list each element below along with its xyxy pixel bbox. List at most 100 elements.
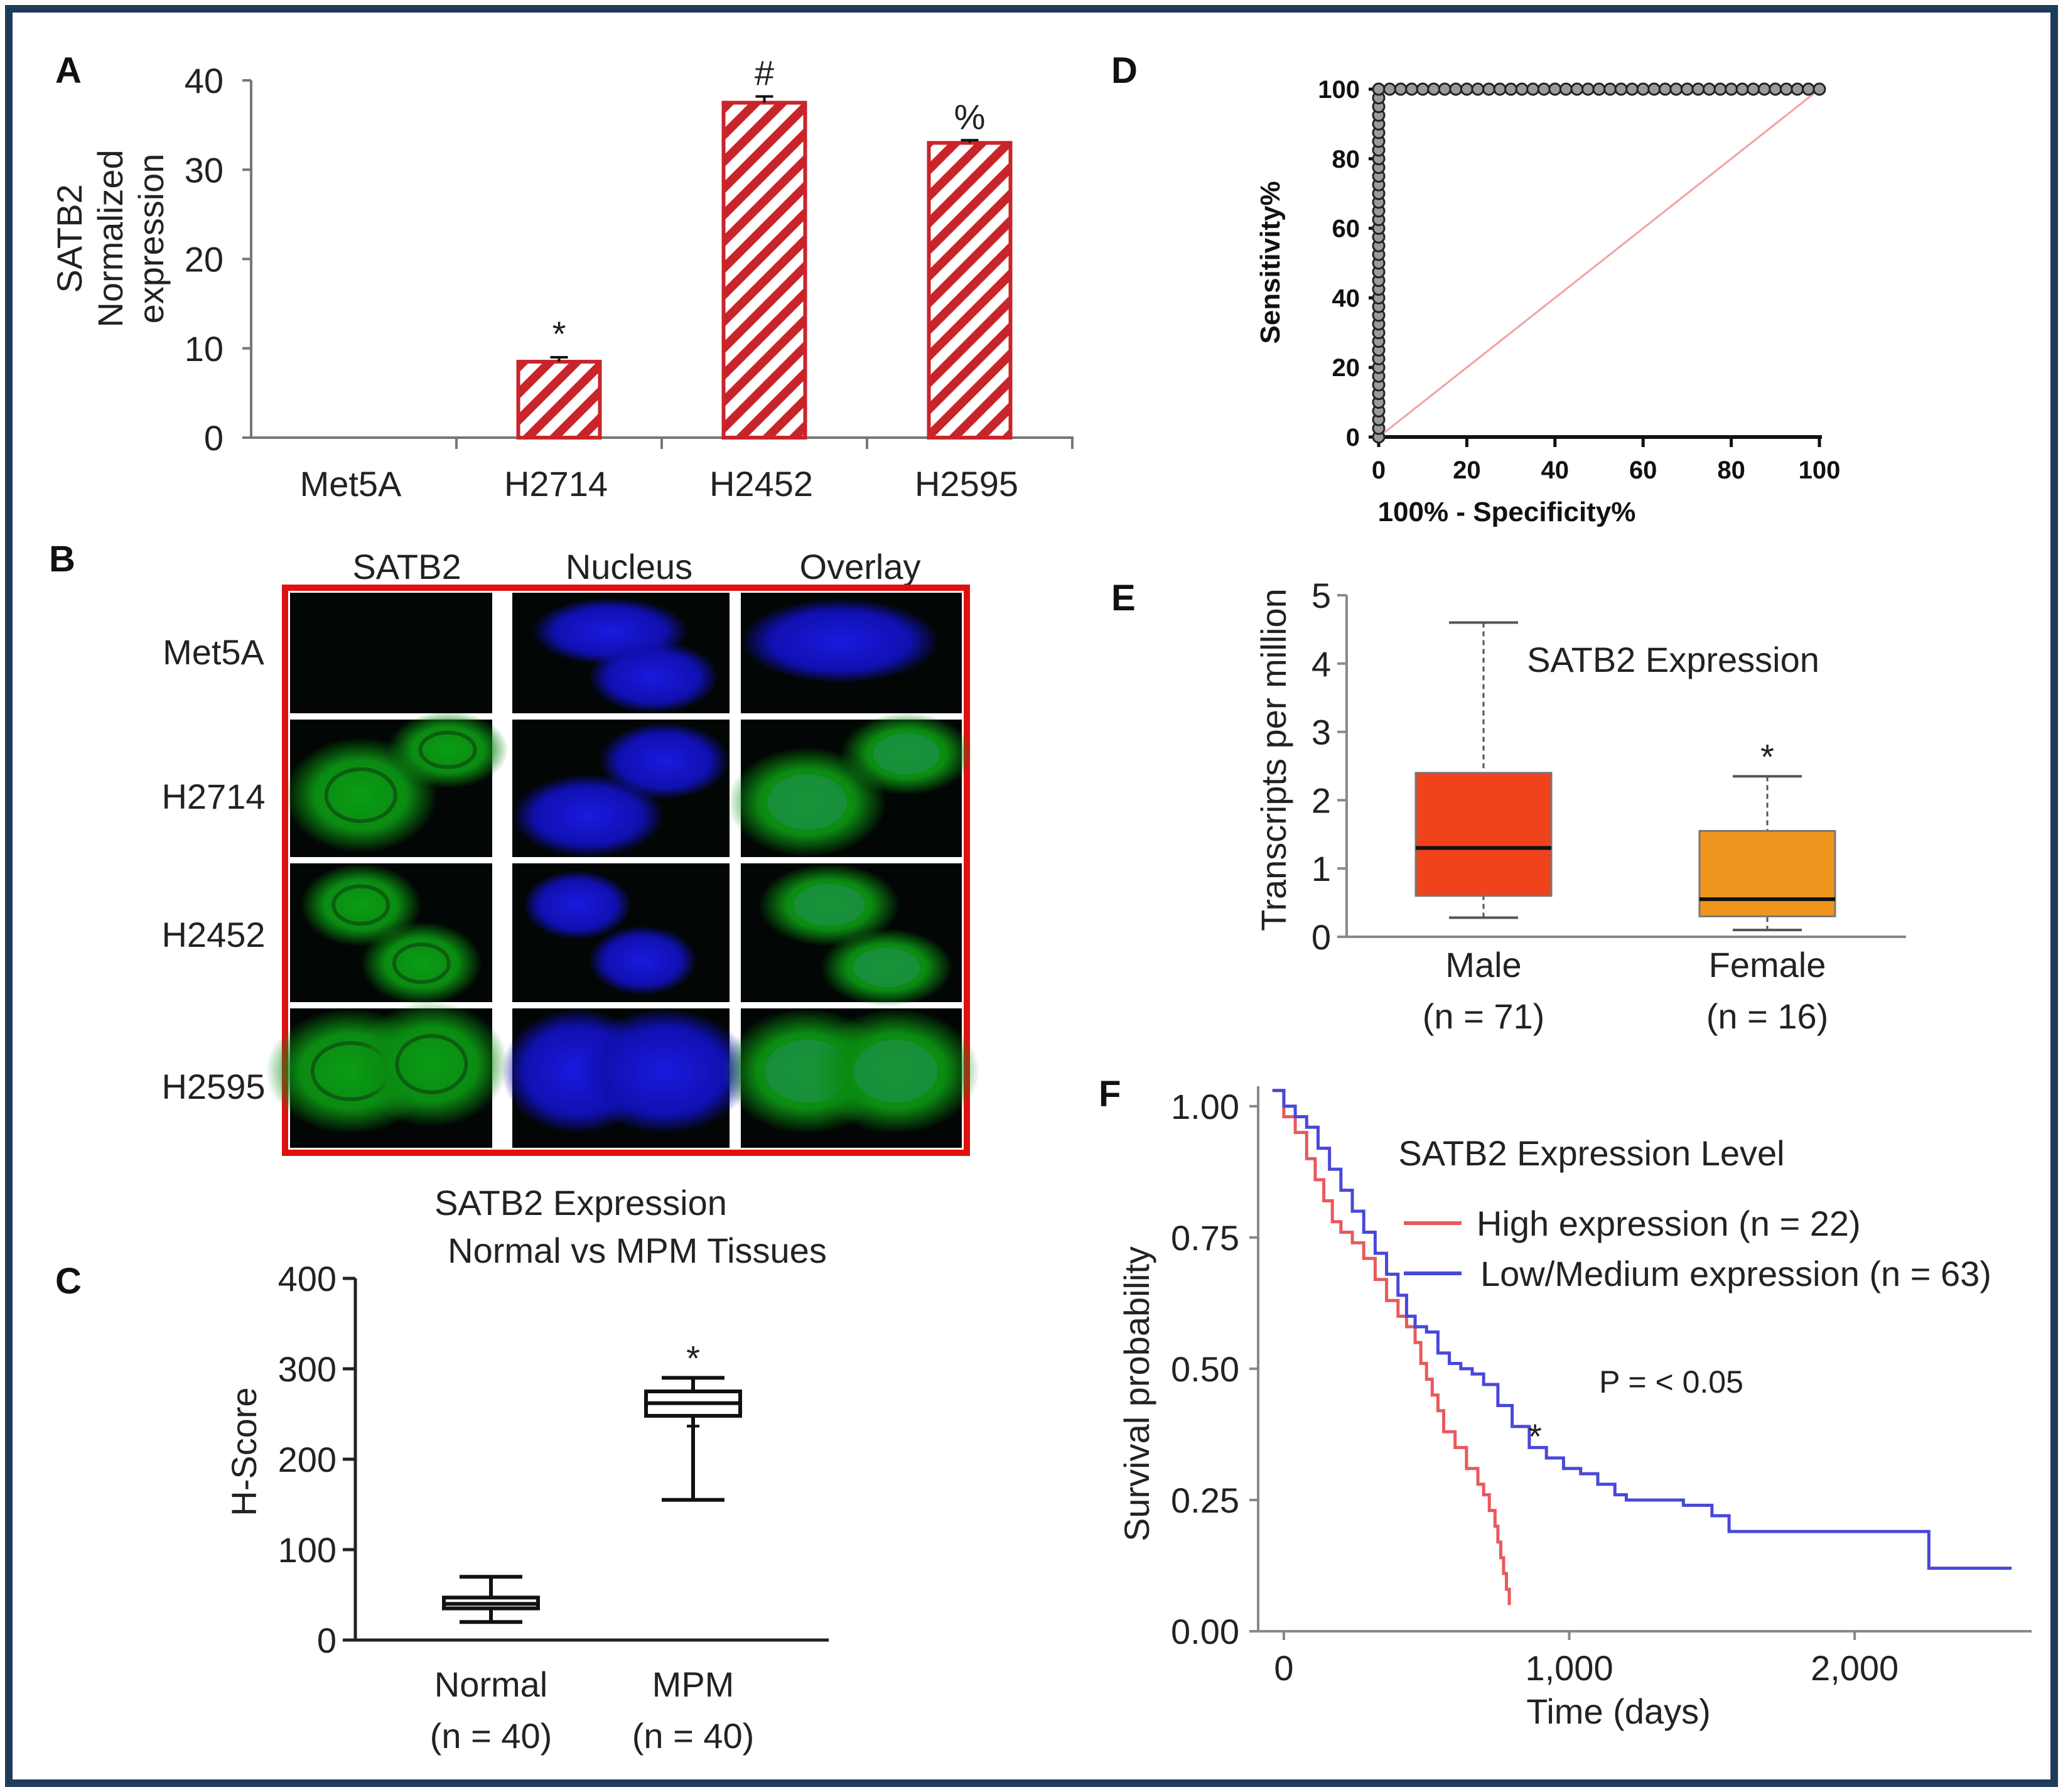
panel-e-significance: *: [1760, 737, 1774, 776]
panel-b-cell: [577, 1008, 751, 1134]
panel-e-box: [1698, 829, 1836, 917]
panel-a-xtick-label: Met5A: [300, 464, 402, 504]
panel-f-legend-high-label: High expression (n = 22): [1477, 1204, 1861, 1243]
panel-c-box-plot: SATB2 Expression Normal vs MPM Tissues H…: [224, 1183, 829, 1756]
panel-b-nucleus-ring: [418, 730, 477, 769]
panel-b-micrograph-tile: [290, 593, 492, 713]
panel-d-roc-point: [1383, 82, 1397, 96]
panel-a-ytick-label: 20: [185, 240, 224, 279]
panel-c-title-line2: Normal vs MPM Tissues: [448, 1231, 827, 1270]
panel-label-a: A: [55, 50, 82, 91]
panel-a-ylabel-line2: Normalized: [90, 149, 130, 327]
panel-b-cell: [387, 711, 509, 789]
panel-b-row-h2714: H2714: [161, 777, 265, 816]
panel-d-roc-point: [1779, 82, 1793, 96]
panel-c-significance: *: [686, 1338, 700, 1378]
panel-d-xtick-label: 60: [1629, 456, 1657, 484]
panel-d-roc-curve: 100% - Specificity% Sensitivity% 0 20 40 60…: [1255, 76, 1840, 527]
panel-d-roc-point: [1449, 82, 1463, 96]
panel-c-title-line1: SATB2 Expression: [434, 1183, 727, 1223]
panel-c-n-label: (n = 40): [632, 1716, 755, 1756]
panel-d-roc-point: [1394, 82, 1408, 96]
panel-d-roc-point: [1526, 82, 1540, 96]
panel-f-kaplan-meier: Survival probability Time (days) SATB2 E…: [1117, 1086, 2032, 1731]
panel-b-nucleus-ring: [331, 884, 391, 926]
panel-a-bar: [721, 100, 807, 440]
panel-a-significance: *: [552, 314, 566, 354]
panel-b-cell: [599, 722, 730, 800]
panel-f-survival-curve: [1272, 1089, 2012, 1570]
panel-b-cell: [523, 870, 632, 940]
panel-d-xtick-label: 20: [1453, 456, 1481, 484]
panel-b-row-h2595: H2595: [161, 1067, 265, 1106]
panel-d-roc-point: [1625, 82, 1639, 96]
panel-f-ytick-label: 0.25: [1171, 1481, 1239, 1520]
panel-d-roc-point: [1471, 82, 1485, 96]
panel-f-ytick-label: 0.00: [1171, 1612, 1239, 1651]
panel-d-roc-point: [1537, 82, 1551, 96]
panel-d-roc-point: [1493, 82, 1507, 96]
panel-b-overlap: [853, 1039, 938, 1103]
panel-a-ytick-label: 40: [185, 61, 224, 100]
panel-e-n-label: (n = 71): [1423, 996, 1545, 1036]
panel-d-roc-point: [1713, 82, 1727, 96]
panel-d-roc-point: [1725, 82, 1738, 96]
panel-b-cell: [588, 926, 698, 995]
panel-f-ytick-label: 1.00: [1171, 1087, 1239, 1126]
panel-a-xtick-label: H2714: [504, 464, 608, 504]
panel-e-ytick-label: 2: [1312, 780, 1331, 820]
panel-label-d: D: [1111, 50, 1138, 91]
panel-d-roc-point: [1757, 82, 1771, 96]
panel-d-ytick-label: 0: [1346, 424, 1360, 451]
panel-d-ytick-label: 60: [1332, 215, 1360, 243]
panel-f-legend-low-label: Low/Medium expression (n = 63): [1480, 1254, 1991, 1293]
panel-label-c: C: [55, 1261, 82, 1302]
panel-b-overlap: [853, 947, 920, 987]
panel-d-roc-point: [1791, 82, 1804, 96]
panel-b-cell: [741, 598, 940, 683]
panel-f-survival-curve: [1272, 1089, 1511, 1606]
panel-a-ytick-label: 10: [185, 329, 224, 369]
panel-d-roc-point: [1504, 82, 1518, 96]
panel-b-nucleus-ring: [392, 942, 451, 984]
panel-d-roc-point: [1636, 82, 1650, 96]
panel-f-legend-title: SATB2 Expression Level: [1398, 1133, 1784, 1173]
panel-d-xlabel: 100% - Specificity%: [1378, 497, 1636, 527]
panel-f-pvalue: P = < 0.05: [1599, 1364, 1743, 1400]
panel-c-ytick-label: 400: [278, 1259, 337, 1298]
panel-label-e: E: [1111, 578, 1136, 618]
panel-d-roc-point: [1515, 82, 1529, 96]
panel-e-n-label: (n = 16): [1706, 996, 1829, 1036]
panel-d-roc-point: [1813, 82, 1826, 96]
panel-e-title: SATB2 Expression: [1527, 640, 1819, 679]
panel-b-cell: [512, 774, 665, 858]
panel-f-ylabel: Survival probability: [1117, 1246, 1156, 1541]
panel-b-row-h2452: H2452: [161, 915, 265, 954]
panel-e-ytick-label: 3: [1312, 713, 1331, 752]
panel-d-ytick-label: 40: [1332, 284, 1360, 312]
panel-f-xtick-label: 0: [1274, 1648, 1293, 1688]
panel-a-significance: %: [954, 97, 986, 136]
panel-e-ytick-label: 1: [1312, 849, 1331, 888]
panel-f-ytick-label: 0.50: [1171, 1349, 1239, 1389]
panel-b-cell: [355, 1001, 509, 1127]
panel-a-significance: #: [755, 53, 774, 93]
panel-b-nucleus-ring: [324, 767, 397, 823]
panel-b-cell: [840, 713, 973, 796]
panel-d-roc-point: [1735, 82, 1749, 96]
panel-label-f: F: [1099, 1074, 1121, 1115]
panel-e-ytick-label: 0: [1312, 917, 1331, 957]
panel-e-xtick-label: Male: [1445, 945, 1521, 985]
panel-d-roc-point: [1658, 82, 1672, 96]
panel-c-ytick-label: 0: [317, 1621, 337, 1660]
panel-e-ytick-label: 5: [1312, 576, 1331, 615]
panel-a-ylabel-line1: SATB2: [50, 184, 89, 293]
panel-a-bar: [516, 360, 602, 440]
panel-d-roc-point: [1372, 82, 1386, 96]
panel-f-ytick-label: 0.75: [1171, 1218, 1239, 1258]
panel-c-xtick-label: Normal: [434, 1665, 547, 1704]
panel-d-roc-point: [1691, 82, 1705, 96]
panel-d-roc-point: [1801, 82, 1815, 96]
panel-b-row-met5a: Met5A: [163, 632, 264, 672]
